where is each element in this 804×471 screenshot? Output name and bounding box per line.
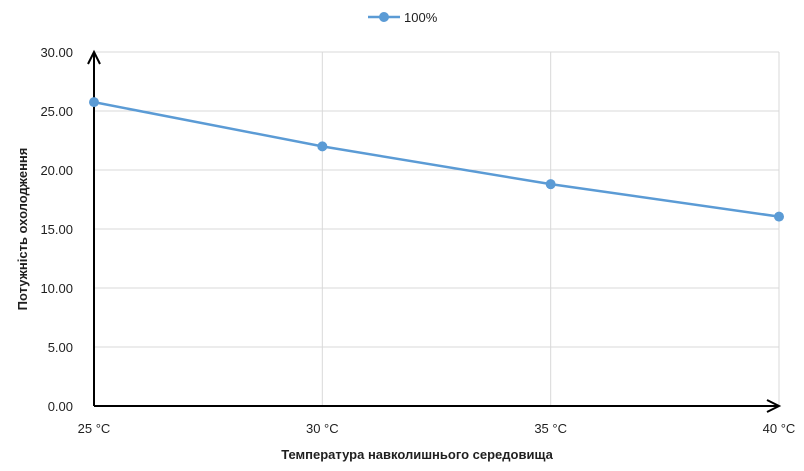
axes xyxy=(87,49,782,413)
y-tick-label: 0.00 xyxy=(48,399,73,414)
y-tick-label: 15.00 xyxy=(40,222,73,237)
y-tick-labels: 0.00 5.00 10.00 15.00 20.00 25.00 30.00 xyxy=(40,45,73,414)
y-axis-title: Потужність охолодження xyxy=(15,148,30,311)
data-point xyxy=(317,141,328,152)
y-tick-label: 25.00 xyxy=(40,104,73,119)
data-point xyxy=(89,97,99,108)
series-layer xyxy=(89,97,784,222)
series-line xyxy=(93,100,780,218)
x-tick-label: 30 °C xyxy=(306,421,339,436)
x-tick-labels: 25 °C 30 °C 35 °C 40 °C xyxy=(78,421,796,436)
x-axis-arrow xyxy=(766,399,782,413)
legend: 100% xyxy=(368,10,438,25)
data-point xyxy=(774,211,784,222)
legend-dot-marker xyxy=(379,12,389,22)
legend-label: 100% xyxy=(404,10,438,25)
y-tick-label: 20.00 xyxy=(40,163,73,178)
y-tick-label: 30.00 xyxy=(40,45,73,60)
data-point xyxy=(545,179,556,190)
x-tick-label: 40 °C xyxy=(763,421,796,436)
y-axis-arrow xyxy=(87,49,101,65)
x-tick-label: 35 °C xyxy=(534,421,567,436)
x-axis-title: Температура навколишнього середовища xyxy=(281,447,553,462)
gridlines xyxy=(94,51,780,406)
y-tick-label: 5.00 xyxy=(48,340,73,355)
x-tick-label: 25 °C xyxy=(78,421,111,436)
y-tick-label: 10.00 xyxy=(40,281,73,296)
